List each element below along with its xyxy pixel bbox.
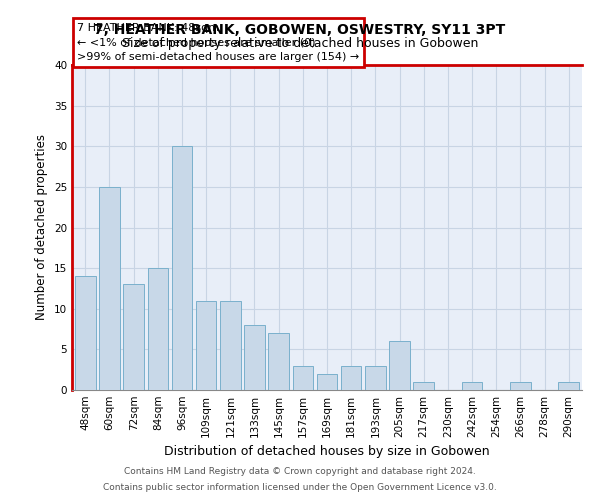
Bar	[148, 268, 168, 390]
Bar	[75, 276, 95, 390]
Text: 7, HEATHER BANK, GOBOWEN, OSWESTRY, SY11 3PT: 7, HEATHER BANK, GOBOWEN, OSWESTRY, SY11…	[94, 22, 506, 36]
Bar	[268, 333, 289, 390]
Bar	[317, 374, 337, 390]
Bar	[172, 146, 192, 390]
Text: Contains HM Land Registry data © Crown copyright and database right 2024.: Contains HM Land Registry data © Crown c…	[124, 467, 476, 476]
Text: 7 HEATHER BANK: 48sqm
← <1% of detached houses are smaller (0)
>99% of semi-deta: 7 HEATHER BANK: 48sqm ← <1% of detached …	[77, 23, 359, 62]
X-axis label: Distribution of detached houses by size in Gobowen: Distribution of detached houses by size …	[164, 446, 490, 458]
Bar	[99, 187, 120, 390]
Bar	[413, 382, 434, 390]
Bar	[559, 382, 579, 390]
Text: Size of property relative to detached houses in Gobowen: Size of property relative to detached ho…	[122, 38, 478, 51]
Bar	[196, 300, 217, 390]
Bar	[244, 325, 265, 390]
Bar	[462, 382, 482, 390]
Bar	[389, 341, 410, 390]
Y-axis label: Number of detached properties: Number of detached properties	[35, 134, 49, 320]
Bar	[293, 366, 313, 390]
Text: Contains public sector information licensed under the Open Government Licence v3: Contains public sector information licen…	[103, 484, 497, 492]
Bar	[124, 284, 144, 390]
Bar	[365, 366, 386, 390]
Bar	[510, 382, 530, 390]
Bar	[220, 300, 241, 390]
Bar	[341, 366, 361, 390]
